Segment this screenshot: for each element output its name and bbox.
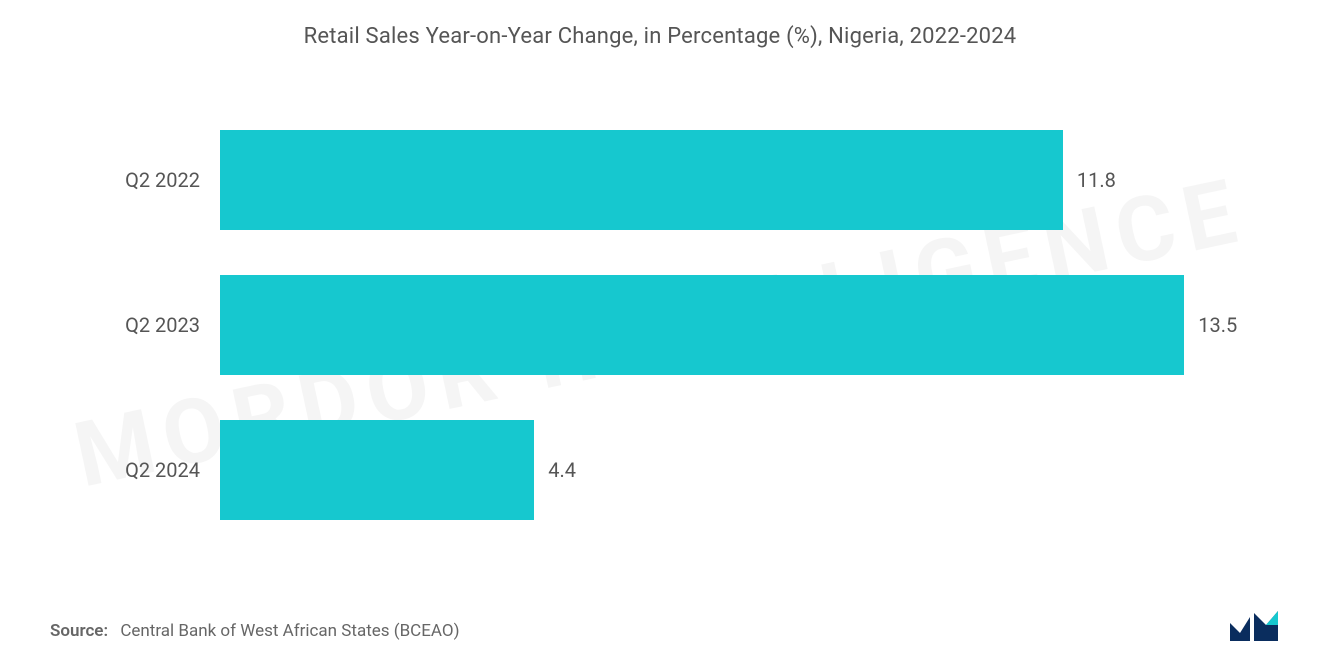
bar-row: Q2 2022 11.8 bbox=[100, 130, 1220, 230]
bar bbox=[220, 275, 1184, 375]
chart-area: Q2 2022 11.8 Q2 2023 13.5 Q2 2024 4.4 bbox=[100, 130, 1220, 560]
source-label: Source: bbox=[50, 621, 108, 641]
bar-row: Q2 2023 13.5 bbox=[100, 275, 1220, 375]
source-line: Source: Central Bank of West African Sta… bbox=[50, 621, 460, 641]
chart-title: Retail Sales Year-on-Year Change, in Per… bbox=[0, 0, 1320, 49]
bar bbox=[220, 130, 1063, 230]
bar-value: 13.5 bbox=[1184, 313, 1237, 337]
brand-logo bbox=[1228, 611, 1284, 645]
category-label: Q2 2024 bbox=[100, 458, 220, 482]
source-text: Central Bank of West African States (BCE… bbox=[120, 621, 459, 641]
mordor-logo-icon bbox=[1228, 611, 1284, 645]
bar-track: 4.4 bbox=[220, 420, 1220, 520]
bar-row: Q2 2024 4.4 bbox=[100, 420, 1220, 520]
bar-track: 11.8 bbox=[220, 130, 1220, 230]
category-label: Q2 2022 bbox=[100, 168, 220, 192]
bar bbox=[220, 420, 534, 520]
bar-value: 11.8 bbox=[1063, 168, 1116, 192]
bar-value: 4.4 bbox=[534, 458, 576, 482]
bar-track: 13.5 bbox=[220, 275, 1220, 375]
category-label: Q2 2023 bbox=[100, 313, 220, 337]
